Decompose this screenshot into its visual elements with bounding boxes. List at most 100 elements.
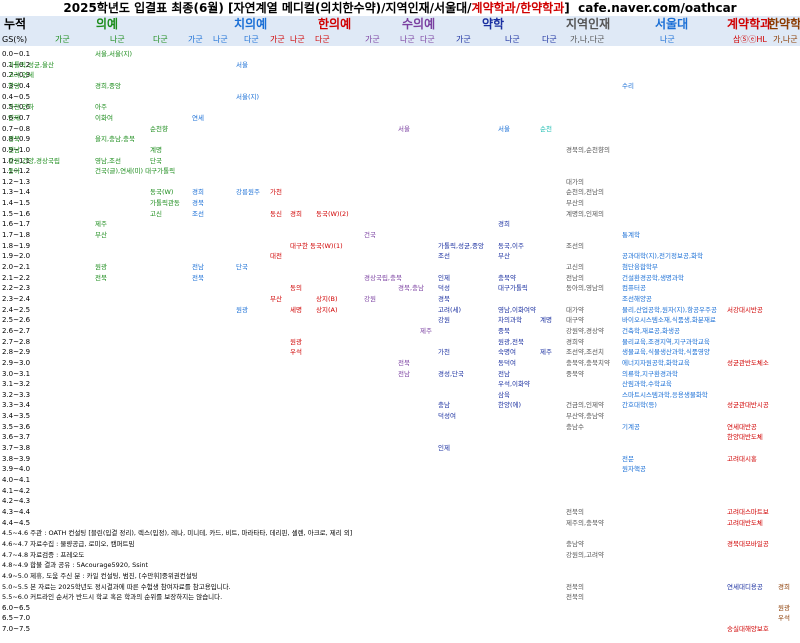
table-row: 2.9~3.0 전북 동덕여 충북약,충북치약 에너지자원공학,화학교육 성균관반도체소 [0,358,800,369]
table-cell: 기계공 [622,422,640,431]
table-cell: 서울 [498,124,510,133]
table-cell: 건금의,인제약 [566,401,604,410]
table-cell: 공과대학(지),전기정보공,화학 [622,252,703,261]
cafe-url[interactable]: cafe.naver.com/oathcar [578,1,737,15]
table-cell: 전남 [498,369,510,378]
table-cell: 계명 [540,316,552,325]
header-sub-6: 가군 [270,35,285,44]
table-cell: 원광 [95,263,107,271]
table-cell: 충북약,충북치약 [566,358,610,367]
table-cell: 대가약 [566,305,584,314]
table-row: 4.1~4.2 [0,486,800,497]
table-cell: 에너지자원공학,화학교육 [622,358,690,367]
table-cell: 가천,인하 [8,103,34,112]
row-range: 4.1~4.2 [2,486,31,495]
table-cell: 경북 [192,199,204,208]
table-cell: 수리 [622,81,634,90]
table-row: 3.3~3.4 충남 한양(에) 건금의,인제약 간호대학(등) 성균관대반시공 [0,400,800,411]
table-cell: 건국(글),연세(미) 대구가톨릭 [95,167,176,176]
table-cell: 한양(에) [498,401,522,410]
table-cell: 건설환경공학,생명과학 [622,273,684,282]
table-cell: 제주 [540,348,552,357]
table-cell: 영남,조선 [95,156,121,165]
header-group-vet: 수의예 [402,17,436,31]
table-cell: 차의과학 [498,316,522,325]
table-cell: 부산 [498,252,510,261]
row-range: 2.7~2.8 [2,337,31,346]
table-cell: 산림과학,수학교육 [622,380,672,389]
table-row: 2.6~2.7 제주 중북 강원약,경상약 건축학,재료공,화생공 [0,326,800,337]
table-cell: 건국 [364,231,376,240]
table-cell: 물리,산업공학,원자(지),항공우주공 [622,305,717,314]
table-row: 1.6~1.7 제주 경희 [0,219,800,230]
table-cell: 동국,이주 [498,241,524,250]
table-row: 3.8~3.9 전문 고려대시홍 [0,454,800,465]
table-row: 3.0~3.1 전남 경성,단국 전남 중북약 의류학,지구환경과학 [0,369,800,380]
table-cell: 부산의 [566,199,584,208]
table-cell: 원광 [290,337,302,346]
row-range: 2.1~2.2 [2,273,31,282]
table-row: 4.3~4.4 전북의 고려대스마트보 [0,507,800,518]
header-sub-14: 다군 [542,35,557,44]
header-gap [0,46,800,49]
table-row: 1.1~1.2 동아 건국(글),연세(미) 대구가톨릭 [0,166,800,177]
table-cell: 동국(W)(2) [316,209,349,218]
table-row: 5.5~6.0 커트라인 순서가 반드시 학교 혹은 학과의 순위를 보장하지는… [0,592,800,603]
table-cell: 전남 [8,145,20,154]
table-cell: 원광,전북 [498,337,524,346]
row-range: 1.3~1.4 [2,188,31,197]
table-row: 1.0~1.1 강원,건양,경상국립 영남,조선 단국 [0,156,800,167]
row-range: 2.9~3.0 [2,358,31,367]
row-range: 4.3~4.4 [2,507,31,516]
table-cell: 전남 [398,369,410,378]
footnote: 4.5~4.6 주관 : OATH 컨설팅 [블린(입결 정리), 렉스(입정)… [2,529,353,538]
table-cell: 삼육 [498,390,510,399]
table-cell: 전문 [622,454,634,463]
table-cell: 덕성 [438,284,450,293]
header-sub-5: 다군 [244,35,259,44]
table-row: 1.5~1.6 고신 조선 동신 경희 동국(W)(2) 계명의,인제의 [0,209,800,220]
table-cell: 전남 [192,263,204,271]
header-sub-3: 가군 [188,35,203,44]
header-sub-12: 가군 [456,35,471,44]
table-cell: 부산약,충남약 [566,412,604,421]
table-cell: 가천 [438,348,450,357]
table-cell: 한양 [8,81,20,90]
table-cell: 고려대스마트보 [727,507,769,516]
table-row: 0.7~0.8 순천향 서울 서울 순천 [0,124,800,135]
row-range: 3.6~3.7 [2,433,31,442]
table-cell: 경북대모바일공 [727,539,769,548]
table-cell: 대구가톨릭 [498,284,528,293]
title-main: 2025학년도 입결표 최종(6월) [자연계열 메디컬(의치한수약)/지역인재… [63,1,472,15]
table-cell: 경희 [498,220,510,229]
table-cell: 서울 [398,124,410,133]
table-cell: 상지(B) [316,294,338,303]
table-row: 3.4~3.5 덕성여 부산약,충남약 [0,411,800,422]
header-sub-16: 나군 [660,35,675,44]
table-row: 1.2~1.3 대가의 [0,177,800,188]
row-range: 0.7~0.8 [2,124,31,133]
table-row: 0.2~0.3 고려,연세 [0,70,800,81]
table-row: 3.1~3.2 우석,이화약 산림과학,수학교육 [0,379,800,390]
table-row: 7.0~7.5 숭실대해양보호 [0,624,800,635]
table-row: 4.6~4.7 자료수집 : 물량공급, 로미오, 캠퍼트밈 충남약 경북대모바일공 [0,539,800,550]
header-group-oriental: 한의예 [318,17,352,31]
row-range: 0.3~0.4 [2,81,31,90]
table-cell: 전북 [398,358,410,367]
row-range: 0.4~0.5 [2,92,31,101]
table-row: 1.4~1.5 가톨릭관동 경북 부산의 [0,198,800,209]
row-range: 0.9~1.0 [2,145,31,154]
table-cell: 영남,이화여약 [498,305,536,314]
table-cell: 생물교육,식물생산과학,식품영양 [622,348,710,357]
row-range: 1.4~1.5 [2,199,31,208]
table-cell: 충남수 [566,422,584,431]
table-cell: 고려대반도체 [727,518,763,527]
row-range: 0.2~0.3 [2,71,31,80]
row-range: 0.5~0.6 [2,103,31,112]
table-cell: 동신 [270,209,282,218]
table-row: 1.7~1.8 부산 건국 통계학 [0,230,800,241]
table-cell: 동국(W) [150,188,174,197]
table-cell: 원자핵공 [622,465,646,474]
table-cell: 통계학 [622,231,640,240]
table-row: 0.6~0.7 인제 이화여 연세 [0,113,800,124]
